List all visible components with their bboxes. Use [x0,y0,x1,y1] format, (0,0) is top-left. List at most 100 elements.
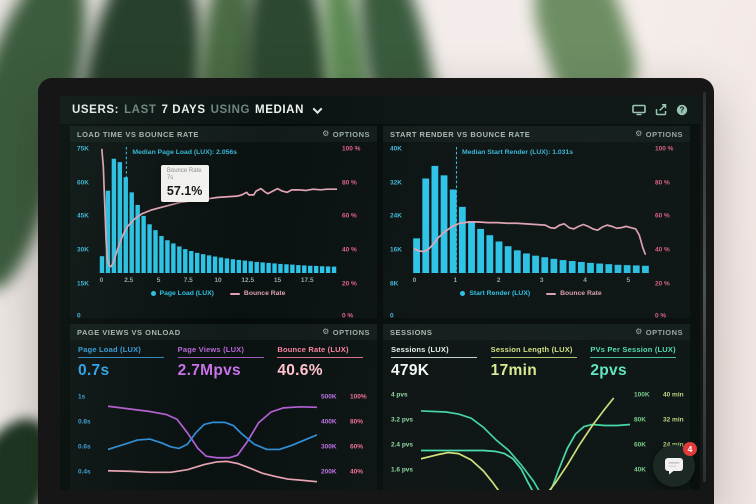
notification-badge: 4 [683,442,697,456]
y-tick-label: 8K [390,280,399,288]
y-tick-label: 75K [77,145,89,153]
median-annotation: Median Start Render (LUX): 1.031s [461,149,574,156]
x-tick-label: 2 [496,277,501,284]
y-tick-label: 40K [634,466,646,474]
range-prefix: LAST [124,104,157,116]
x-tick-label: 10 [214,277,222,284]
x-tick-label: 0 [412,277,417,284]
metric-underline [177,357,264,358]
x-tick-label: 15 [273,277,282,284]
chart-area: 75K 60K 45K 30K 15K 0 Median Page Load (LUX):… [70,142,377,318]
y-tick-label: 60K [634,441,646,449]
x-axis: 0 2.5 5 7.5 10 12.5 15 17.5 [99,275,337,286]
chat-bubble-icon [665,458,683,475]
y-tick-label: 4 pvs [391,391,408,399]
y-tick-label: 40 % [655,246,670,254]
x-tick-label: 2.5 [124,277,134,284]
legend-item[interactable]: Start Render (LUX) [460,290,530,297]
metric-bounce-rate[interactable]: Bounce Rate (LUX) 40.6% [277,345,369,380]
x-tick-label: 7.5 [183,277,193,284]
y-tick-label: 0 % [342,312,354,318]
metric-pvs-per-session[interactable]: PVs Per Session (LUX) 2pvs [590,345,677,379]
gear-icon: ⚙ [322,327,330,336]
panel-page-views-vs-onload: PAGE VIEWS VS ONLOAD ⚙ OPTIONS Page Load… [70,324,377,490]
median-annotation: Median Page Load (LUX): 2.056s [132,149,237,156]
legend-item[interactable]: Page Load (LUX) [150,290,214,297]
y-tick-label: 100% [350,393,367,401]
sessions-plot[interactable] [421,386,630,490]
start-render-plot[interactable]: Median Start Render (LUX): 1.031s [412,147,650,273]
panel-header: START RENDER VS BOUNCE RATE ⚙ OPTIONS [383,126,690,142]
metric-session-length[interactable]: Session Length (LUX) 17min [490,345,583,380]
chat-widget-button[interactable]: 4 [653,442,697,487]
help-icon[interactable]: ? [676,104,688,116]
x-tick-label: 5 [626,277,631,284]
y-tick-label: 20 % [655,280,670,288]
panel-load-time-vs-bounce-rate: LOAD TIME VS BOUNCE RATE ⚙ OPTIONS 75K 60… [70,126,377,318]
share-icon[interactable] [655,104,667,116]
legend: Start Render (LUX) Bounce Rate [412,286,650,301]
y-axis-left: 4 pvs 3.2 pvs 2.4 pvs 1.6 pvs [391,386,421,490]
top-bar-actions: ? [632,104,688,116]
metric-sessions[interactable]: Sessions (LUX) 479K [391,345,483,380]
y-tick-label: 40 % [342,246,357,254]
y-tick-label: 40K [390,145,402,153]
y-axis-right: 100 % 80 % 60 % 40 % 20 % 0 % [650,145,684,318]
chart-area: 1s 0.8s 0.6s 0.4s 500K 100% 400K 80% 300K 60% 200… [70,382,377,490]
legend-item[interactable]: Bounce Rate [546,290,602,297]
options-button[interactable]: ⚙ OPTIONS [322,129,370,139]
laptop: USERS: LAST 7 DAYS USING MEDIAN ? [38,78,714,504]
y-tick-label: 15K [77,280,89,288]
y-axis-left: 40K 32K 24K 16K 8K 0 [390,145,412,318]
gear-icon: ⚙ [635,129,643,138]
plot-column: Median Start Render (LUX): 1.031s 0 1 2 3 4 5… [412,147,650,318]
options-button[interactable]: ⚙ OPTIONS [322,327,370,337]
metrics-row: Sessions (LUX) 479K Session Length (LUX)… [383,340,690,382]
y-tick-label: 100 % [655,145,674,153]
chart-area: 40K 32K 24K 16K 8K 0 Median Start Render (LUX… [383,142,690,318]
options-button[interactable]: ⚙ OPTIONS [635,327,683,337]
x-tick-label: 1 [453,277,458,284]
y-tick-label: 100 % [342,145,361,153]
metric-underline [590,357,677,358]
metric-page-views[interactable]: Page Views (LUX) 2.7Mpvs [177,345,270,380]
legend-item[interactable]: Bounce Rate [229,290,285,297]
page-views-plot[interactable] [108,386,317,490]
panel-title: LOAD TIME VS BOUNCE RATE [77,129,199,139]
y-tick-label: 60 % [342,212,357,220]
users-label: USERS: [72,104,120,116]
y-tick-label: 80 % [655,179,670,187]
load-time-plot[interactable]: Median Page Load (LUX): 2.056s Bounce Ra… [99,147,337,273]
y-tick-label: 60% [350,443,364,451]
y-tick-row: 200K 40% [321,469,363,476]
y-tick-label: 24K [390,212,402,220]
plot-column: Median Page Load (LUX): 2.056s Bounce Ra… [99,147,337,318]
y-tick-label: 500K [321,393,337,401]
y-tick-row: 100K 40 min [634,392,684,399]
panel-header: SESSIONS ⚙ OPTIONS [383,324,690,340]
start-render-chart [412,147,649,273]
metric-page-load[interactable]: Page Load (LUX) 0.7s [78,345,170,380]
x-tick-label: 3 [539,277,544,284]
dashboard-scope-dropdown[interactable]: USERS: LAST 7 DAYS USING MEDIAN [72,103,323,116]
y-tick-label: 40 min [663,391,684,399]
dashboard-screen: USERS: LAST 7 DAYS USING MEDIAN ? [60,96,700,490]
y-tick-label: 30K [77,246,89,254]
metrics-row: Page Load (LUX) 0.7s Page Views (LUX) 2.… [70,340,377,382]
y-tick-label: 45K [77,212,89,220]
series-dot-swatch [150,291,156,296]
y-tick-label: 1.6 pvs [391,466,414,474]
y-tick-label: 80 % [342,179,357,187]
metric-underline [391,357,477,358]
x-axis: 0 1 2 3 4 5 [412,275,650,286]
x-tick-label: 0 [99,277,104,284]
monitor-icon[interactable] [632,104,646,116]
tooltip-value: 57.1% [166,183,203,198]
gear-icon: ⚙ [635,327,643,336]
y-tick-row: 40K [634,467,663,474]
panel-grid: LOAD TIME VS BOUNCE RATE ⚙ OPTIONS 75K 60… [70,126,690,490]
y-tick-label: 1s [78,393,86,401]
y-tick-label: 0.6s [78,443,91,451]
y-tick-row: 400K 80% [321,419,363,426]
options-button[interactable]: ⚙ OPTIONS [635,129,683,139]
